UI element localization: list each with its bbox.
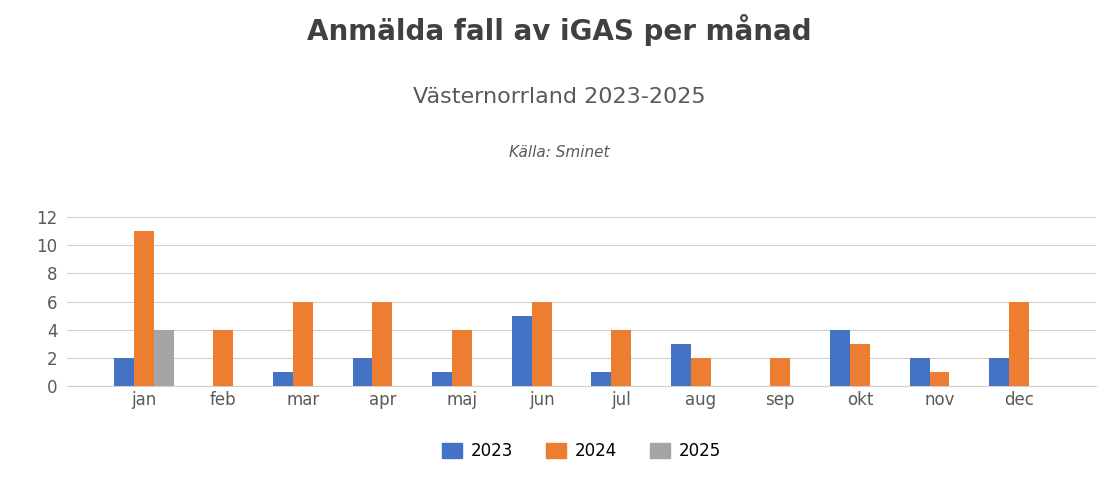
Bar [293,302,313,386]
Bar [591,372,612,386]
Bar [352,358,372,386]
Bar [114,358,134,386]
Bar [910,358,929,386]
Bar [830,330,850,386]
Legend: 2023, 2024, 2025: 2023, 2024, 2025 [435,435,728,467]
Bar [433,372,452,386]
Bar [452,330,472,386]
Bar [372,302,392,386]
Bar [612,330,631,386]
Bar [691,358,711,386]
Bar [273,372,293,386]
Bar [532,302,551,386]
Bar [770,358,790,386]
Bar [214,330,234,386]
Text: Västernorrland 2023-2025: Västernorrland 2023-2025 [413,87,705,107]
Bar [929,372,949,386]
Bar [850,344,870,386]
Bar [134,231,153,386]
Bar [153,330,173,386]
Bar [671,344,691,386]
Bar [1010,302,1029,386]
Bar [512,316,532,386]
Text: Källa: Sminet: Källa: Sminet [509,145,609,160]
Text: Anmälda fall av iGAS per månad: Anmälda fall av iGAS per månad [306,14,812,46]
Bar [989,358,1010,386]
